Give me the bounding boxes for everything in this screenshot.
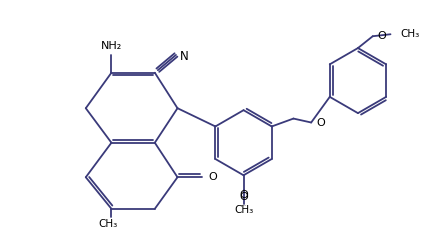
Text: methoxy: methoxy [241,205,247,206]
Text: CH₃: CH₃ [400,29,419,39]
Text: O: O [316,118,325,127]
Text: N: N [179,50,188,63]
Text: O: O [378,31,387,41]
Text: NH₂: NH₂ [101,41,122,51]
Text: O: O [208,172,217,182]
Text: CH₃: CH₃ [99,219,118,229]
Text: CH₃: CH₃ [234,205,253,215]
Text: O: O [239,190,248,200]
Text: O: O [239,192,248,202]
